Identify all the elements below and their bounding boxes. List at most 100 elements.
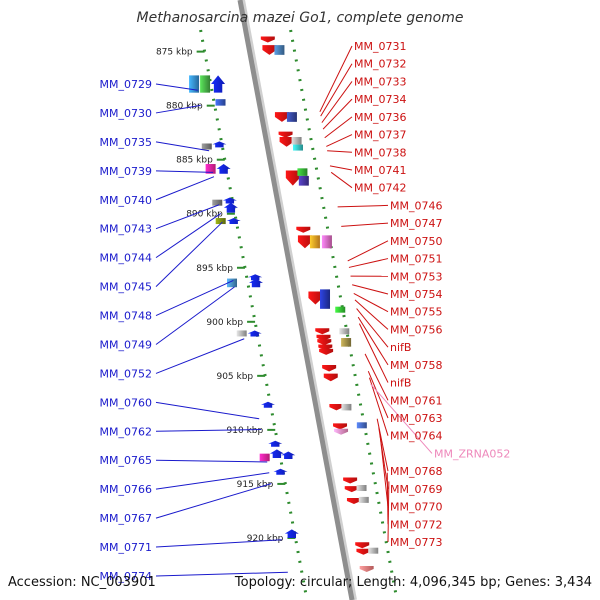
- reverse-gene-arrow[interactable]: [333, 423, 348, 430]
- gene-label-reverse[interactable]: MM_0738: [354, 146, 406, 159]
- reverse-gene-arrow[interactable]: [343, 477, 358, 484]
- reverse-gene-arrow[interactable]: [359, 566, 374, 573]
- gene-label-reverse[interactable]: nifB: [390, 341, 411, 354]
- gene-label-reverse[interactable]: MM_0758: [390, 359, 442, 372]
- gene-label-reverse[interactable]: MM_0772: [390, 518, 442, 531]
- forward-gene-block[interactable]: [201, 143, 212, 150]
- gene-label-forward[interactable]: MM_0730: [100, 107, 152, 120]
- gene-label-forward[interactable]: MM_0766: [100, 483, 152, 496]
- reverse-gene-arrow[interactable]: [319, 348, 334, 355]
- reverse-gene-block[interactable]: [321, 235, 332, 249]
- forward-gene-block[interactable]: [189, 75, 200, 93]
- reverse-gene-arrow[interactable]: [315, 328, 330, 335]
- forward-gene-block[interactable]: [259, 453, 270, 462]
- gene-label-reverse[interactable]: MM_0733: [354, 75, 406, 88]
- gene-label-forward[interactable]: MM_0749: [100, 338, 152, 351]
- reverse-gene-arrow[interactable]: [346, 497, 361, 504]
- forward-gene-arrow[interactable]: [247, 330, 262, 337]
- forward-gene-block[interactable]: [227, 278, 238, 288]
- reverse-gene-arrow[interactable]: [344, 486, 359, 493]
- reverse-gene-block[interactable]: [341, 403, 352, 411]
- reverse-gene-arrow[interactable]: [297, 235, 312, 249]
- gene-label-reverse[interactable]: MM_0736: [354, 111, 406, 124]
- reverse-gene-arrow[interactable]: [278, 131, 293, 138]
- reverse-gene-block[interactable]: [339, 328, 350, 335]
- reverse-gene-arrow[interactable]: [260, 36, 275, 43]
- forward-gene-arrow[interactable]: [248, 274, 263, 281]
- gene-label-forward[interactable]: MM_0752: [100, 367, 152, 380]
- gene-label-reverse[interactable]: MM_0768: [390, 465, 442, 478]
- rna-label[interactable]: MM_ZRNA052: [434, 447, 510, 460]
- reverse-gene-block[interactable]: [292, 144, 303, 151]
- reverse-gene-arrow[interactable]: [262, 45, 277, 55]
- forward-gene-block[interactable]: [215, 99, 226, 106]
- forward-gene-arrow[interactable]: [222, 197, 237, 204]
- gene-label-reverse[interactable]: MM_0737: [354, 129, 406, 142]
- forward-gene-arrow[interactable]: [273, 468, 288, 475]
- gene-label-reverse[interactable]: MM_0741: [354, 164, 406, 177]
- reverse-gene-block[interactable]: [274, 45, 285, 55]
- gene-label-reverse[interactable]: MM_0756: [390, 323, 442, 336]
- reverse-gene-arrow[interactable]: [274, 112, 289, 122]
- forward-gene-arrow[interactable]: [260, 401, 275, 408]
- reverse-gene-arrow[interactable]: [356, 548, 371, 555]
- forward-gene-arrow[interactable]: [212, 141, 227, 148]
- reverse-gene-block[interactable]: [358, 496, 369, 503]
- forward-gene-block[interactable]: [200, 75, 211, 93]
- gene-label-forward[interactable]: MM_0744: [100, 252, 152, 265]
- reverse-gene-block[interactable]: [356, 485, 367, 492]
- gene-label-reverse[interactable]: MM_0750: [390, 235, 442, 248]
- reverse-gene-block[interactable]: [341, 338, 352, 347]
- forward-gene-arrow[interactable]: [268, 440, 283, 447]
- gene-label-forward[interactable]: MM_0774: [100, 570, 152, 583]
- reverse-gene-block[interactable]: [309, 235, 320, 249]
- reverse-gene-arrow[interactable]: [322, 365, 337, 372]
- reverse-gene-block[interactable]: [297, 168, 308, 176]
- reverse-gene-arrow[interactable]: [317, 339, 332, 346]
- gene-label-reverse[interactable]: MM_0764: [390, 430, 442, 443]
- gene-label-reverse[interactable]: MM_0747: [390, 217, 442, 230]
- reverse-gene-block[interactable]: [298, 175, 309, 186]
- forward-gene-arrow[interactable]: [284, 529, 299, 538]
- reverse-gene-block[interactable]: [368, 547, 379, 554]
- reverse-gene-block[interactable]: [356, 422, 367, 429]
- gene-label-forward[interactable]: MM_0748: [100, 310, 152, 323]
- gene-label-reverse[interactable]: MM_0742: [354, 182, 406, 195]
- forward-gene-arrow[interactable]: [216, 164, 231, 174]
- gene-label-reverse[interactable]: MM_0770: [390, 501, 442, 514]
- reverse-gene-arrow[interactable]: [285, 170, 300, 186]
- reverse-gene-arrow[interactable]: [279, 136, 294, 147]
- gene-label-forward[interactable]: MM_0739: [100, 165, 152, 178]
- reverse-gene-block[interactable]: [286, 112, 297, 122]
- reverse-gene-arrow[interactable]: [296, 226, 311, 233]
- gene-label-reverse[interactable]: nifB: [390, 377, 411, 390]
- reverse-gene-block[interactable]: [320, 289, 331, 309]
- reverse-gene-arrow[interactable]: [334, 428, 349, 435]
- gene-label-forward[interactable]: MM_0771: [100, 541, 152, 554]
- gene-label-forward[interactable]: MM_0765: [100, 454, 152, 467]
- forward-gene-arrow[interactable]: [223, 202, 238, 213]
- gene-label-forward[interactable]: MM_0743: [100, 223, 152, 236]
- gene-label-reverse[interactable]: MM_0746: [390, 199, 442, 212]
- gene-label-reverse[interactable]: MM_0769: [390, 483, 442, 496]
- reverse-gene-block[interactable]: [335, 306, 346, 313]
- forward-gene-arrow[interactable]: [211, 75, 226, 93]
- forward-gene-arrow[interactable]: [269, 449, 284, 458]
- forward-gene-block[interactable]: [215, 218, 226, 225]
- gene-label-reverse[interactable]: MM_0754: [390, 288, 442, 301]
- gene-label-reverse[interactable]: MM_0763: [390, 412, 442, 425]
- reverse-gene-block[interactable]: [291, 136, 302, 145]
- gene-label-reverse[interactable]: MM_0773: [390, 536, 442, 549]
- gene-label-forward[interactable]: MM_0762: [100, 425, 152, 438]
- forward-gene-block[interactable]: [212, 199, 223, 206]
- gene-label-reverse[interactable]: MM_0755: [390, 306, 442, 319]
- gene-label-forward[interactable]: MM_0760: [100, 396, 152, 409]
- gene-label-reverse[interactable]: MM_0732: [354, 58, 406, 71]
- reverse-gene-arrow[interactable]: [308, 291, 323, 305]
- gene-label-forward[interactable]: MM_0767: [100, 512, 152, 525]
- reverse-gene-arrow[interactable]: [355, 542, 370, 549]
- forward-gene-arrow[interactable]: [226, 218, 241, 225]
- forward-gene-block[interactable]: [236, 330, 247, 337]
- gene-label-forward[interactable]: MM_0745: [100, 281, 152, 294]
- forward-gene-arrow[interactable]: [281, 451, 296, 460]
